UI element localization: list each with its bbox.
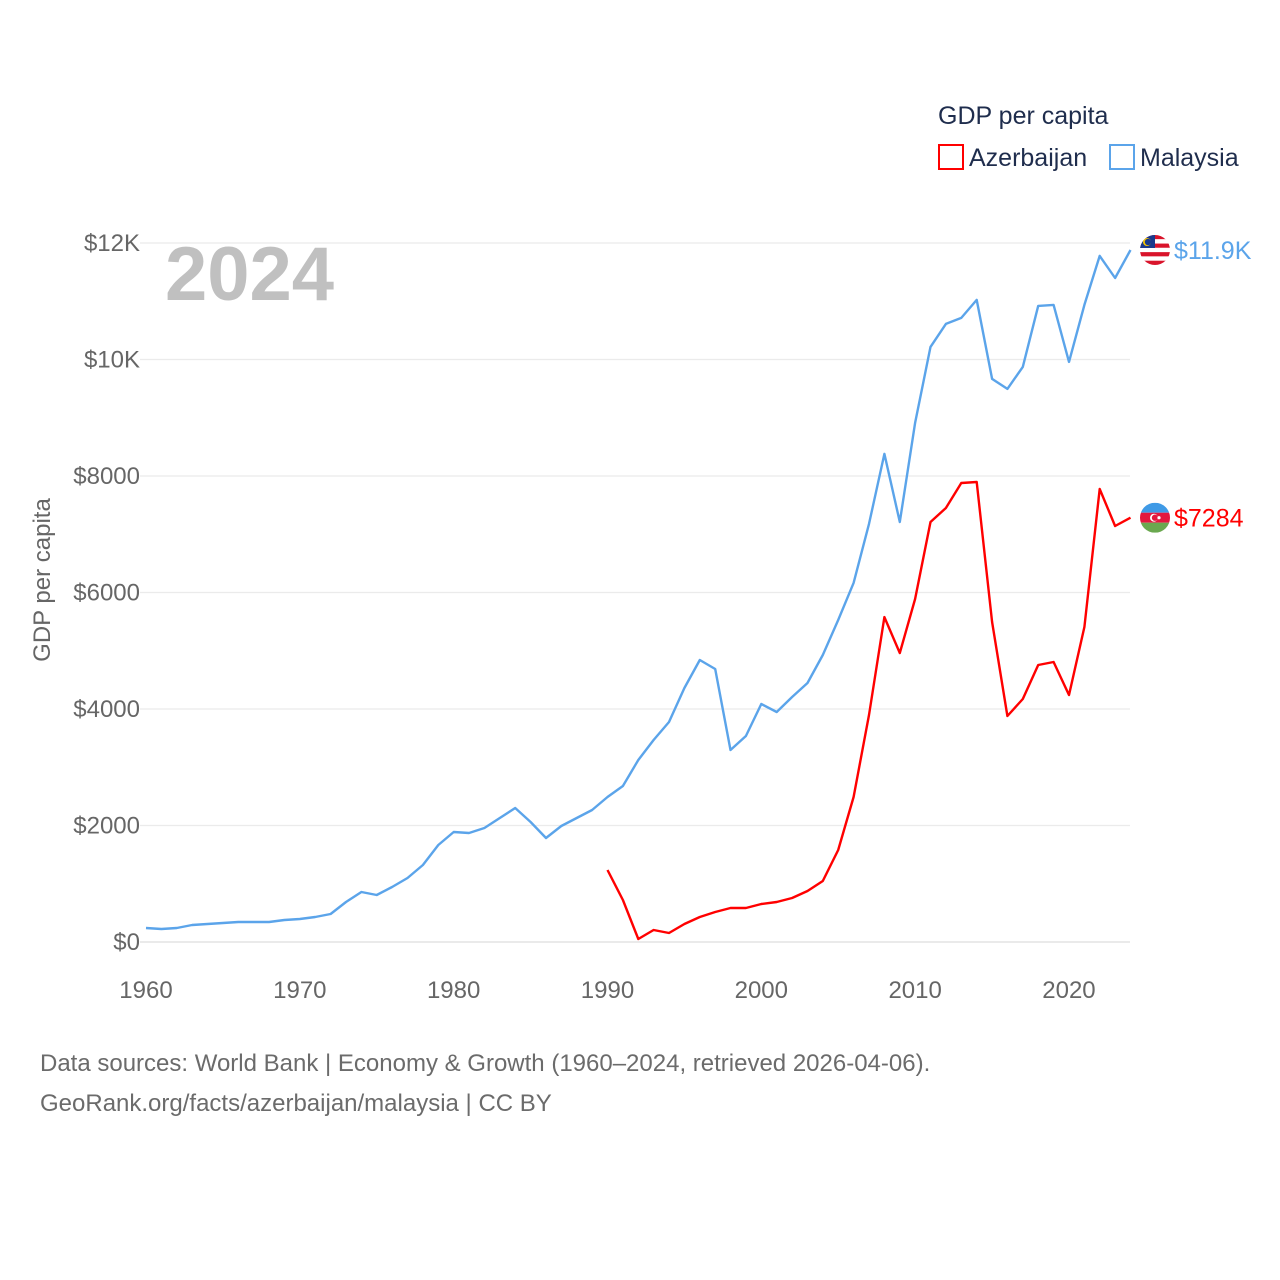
x-tick-label: 1970 bbox=[273, 977, 326, 1004]
y-tick-label: $12K bbox=[84, 230, 140, 257]
year-overlay: 2024 bbox=[165, 232, 334, 317]
legend: GDP per capita Azerbaijan Malaysia bbox=[938, 102, 1239, 172]
flag-stripe bbox=[1140, 522, 1170, 533]
x-tick-label: 1960 bbox=[119, 977, 172, 1004]
flag-crescent bbox=[1151, 514, 1159, 521]
y-tick-label: $0 bbox=[113, 929, 140, 956]
x-tick-label: 2020 bbox=[1042, 977, 1095, 1004]
y-tick-label: $4000 bbox=[73, 696, 140, 723]
flag-body bbox=[1140, 502, 1170, 533]
legend-swatch-malaysia bbox=[1109, 144, 1135, 170]
flag-stripe bbox=[1140, 260, 1170, 265]
flag-stripe bbox=[1140, 256, 1170, 261]
end-label-azerbaijan: $7284 bbox=[1174, 505, 1244, 533]
y-tick-label: $6000 bbox=[73, 580, 140, 607]
y-tick-label: $10K bbox=[84, 347, 140, 374]
footer-link[interactable]: GeoRank.org/facts/azerbaijan/malaysia | … bbox=[40, 1090, 552, 1117]
malaysia-flag-icon bbox=[1140, 234, 1170, 265]
flag-stripe bbox=[1140, 502, 1170, 513]
legend-label-azerbaijan: Azerbaijan bbox=[969, 144, 1087, 172]
flag-star bbox=[1157, 516, 1161, 520]
x-tick-label: 2010 bbox=[888, 977, 941, 1004]
azerbaijan-flag-icon bbox=[1140, 502, 1170, 533]
flag-crescent bbox=[1144, 238, 1152, 246]
x-tick-label: 2000 bbox=[735, 977, 788, 1004]
footer: Data sources: World Bank | Economy & Gro… bbox=[40, 1044, 930, 1124]
legend-swatch-azerbaijan bbox=[938, 144, 964, 170]
x-tick-label: 1990 bbox=[581, 977, 634, 1004]
legend-title: GDP per capita bbox=[938, 102, 1109, 130]
flag-stripe bbox=[1140, 247, 1170, 253]
y-tick-label: $2000 bbox=[73, 813, 140, 840]
footer-sources: Data sources: World Bank | Economy & Gro… bbox=[40, 1050, 931, 1077]
y-tick-label: $8000 bbox=[73, 463, 140, 490]
legend-label-malaysia: Malaysia bbox=[1140, 144, 1239, 172]
series-line-malaysia bbox=[145, 249, 1132, 931]
y-axis-label: GDP per capita bbox=[29, 498, 56, 662]
flag-stripe bbox=[1140, 252, 1170, 257]
x-tick-label: 1980 bbox=[427, 977, 480, 1004]
end-label-malaysia: $11.9K bbox=[1174, 237, 1252, 265]
flag-body bbox=[1140, 234, 1170, 265]
series-line-azerbaijan bbox=[606, 480, 1132, 941]
